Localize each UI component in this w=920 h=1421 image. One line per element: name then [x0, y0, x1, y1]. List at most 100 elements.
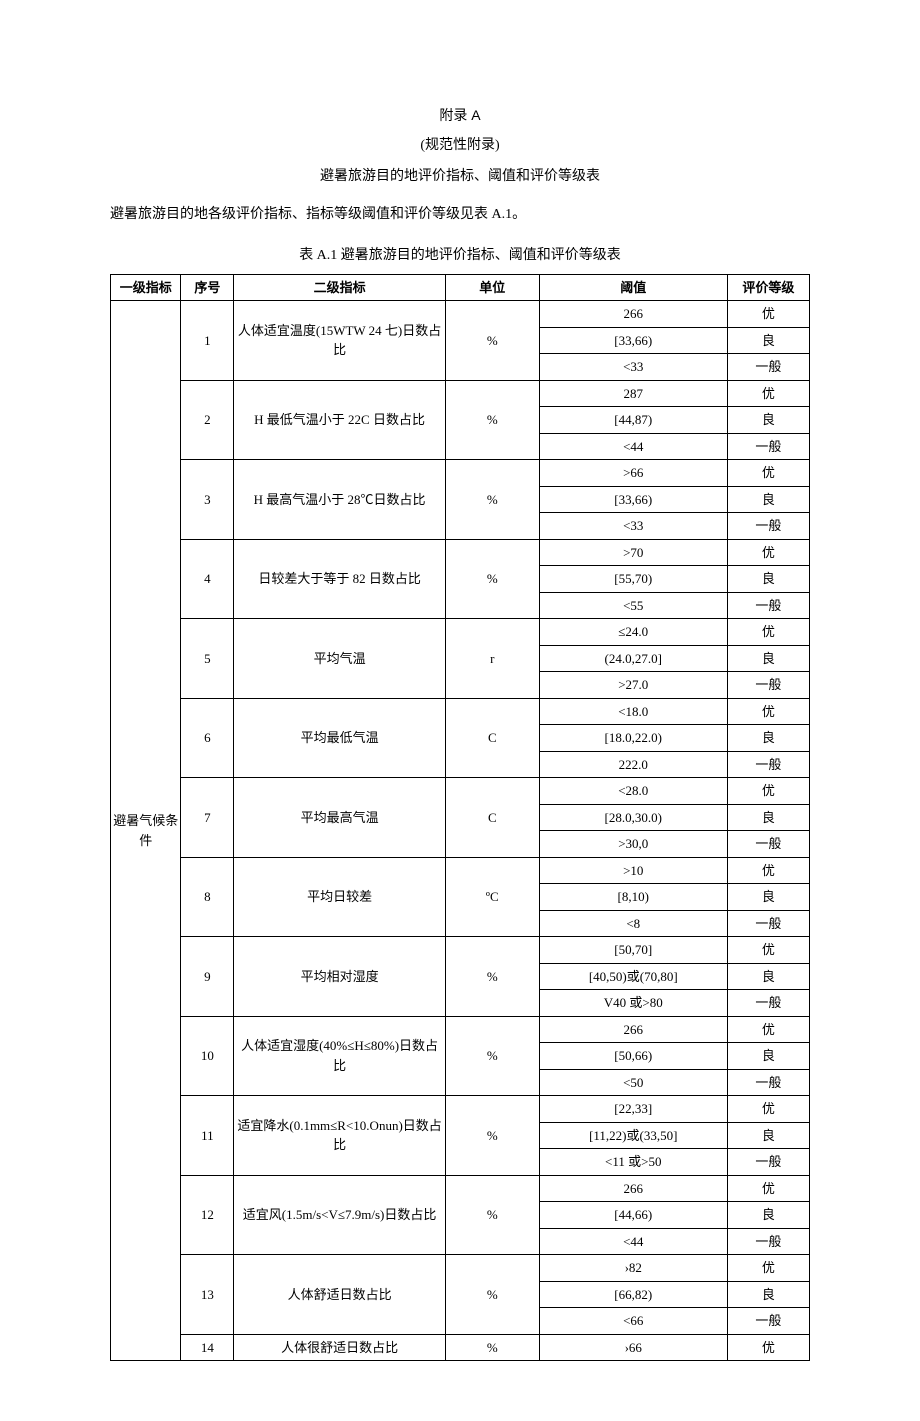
- indicator-cell: 适宜降水(0.1mm≤R<10.Onun)日数占比: [234, 1096, 445, 1176]
- threshold-cell: <55: [539, 592, 727, 619]
- threshold-cell: >10: [539, 857, 727, 884]
- grade-cell: 一般: [727, 751, 809, 778]
- no-cell: 9: [181, 937, 234, 1017]
- grade-cell: 良: [727, 725, 809, 752]
- grade-cell: 一般: [727, 910, 809, 937]
- intro-text: 避暑旅游目的地各级评价指标、指标等级阈值和评价等级见表 A.1。: [110, 202, 810, 227]
- threshold-cell: 266: [539, 1175, 727, 1202]
- threshold-cell: <18.0: [539, 698, 727, 725]
- grade-cell: 一般: [727, 1308, 809, 1335]
- unit-cell: %: [445, 937, 539, 1017]
- grade-cell: 优: [727, 778, 809, 805]
- threshold-cell: <33: [539, 513, 727, 540]
- grade-cell: 优: [727, 380, 809, 407]
- indicator-cell: 人体适宜湿度(40%≤H≤80%)日数占比: [234, 1016, 445, 1096]
- normative-label: (规范性附录): [110, 131, 810, 162]
- threshold-cell: ≤24.0: [539, 619, 727, 646]
- grade-cell: 良: [727, 1043, 809, 1070]
- grade-cell: 良: [727, 566, 809, 593]
- threshold-cell: 222.0: [539, 751, 727, 778]
- threshold-cell: [33,66): [539, 327, 727, 354]
- grade-cell: 一般: [727, 672, 809, 699]
- unit-cell: C: [445, 778, 539, 858]
- appendix-label: 附录 A: [110, 100, 810, 131]
- grade-cell: 优: [727, 857, 809, 884]
- unit-cell: %: [445, 380, 539, 460]
- grade-cell: 良: [727, 963, 809, 990]
- indicator-cell: 适宜风(1.5m/s<V≤7.9m/s)日数占比: [234, 1175, 445, 1255]
- table-row: 2H 最低气温小于 22C 日数占比%287优: [111, 380, 810, 407]
- threshold-cell: <11 或>50: [539, 1149, 727, 1176]
- threshold-cell: <28.0: [539, 778, 727, 805]
- table-row: 9平均相对湿度%[50,70]优: [111, 937, 810, 964]
- threshold-cell: [18.0,22.0): [539, 725, 727, 752]
- table-row: 6平均最低气温C<18.0优: [111, 698, 810, 725]
- threshold-cell: [50,66): [539, 1043, 727, 1070]
- threshold-cell: [44,87): [539, 407, 727, 434]
- unit-cell: %: [445, 460, 539, 540]
- threshold-cell: (24.0,27.0]: [539, 645, 727, 672]
- col-grade: 评价等级: [727, 274, 809, 301]
- indicator-cell: H 最高气温小于 28℃日数占比: [234, 460, 445, 540]
- threshold-cell: V40 或>80: [539, 990, 727, 1017]
- grade-cell: 良: [727, 1281, 809, 1308]
- grade-cell: 良: [727, 486, 809, 513]
- no-cell: 2: [181, 380, 234, 460]
- indicator-cell: 人体舒适日数占比: [234, 1255, 445, 1335]
- grade-cell: 优: [727, 619, 809, 646]
- indicator-cell: 平均日较差: [234, 857, 445, 937]
- grade-cell: 优: [727, 1016, 809, 1043]
- threshold-cell: [33,66): [539, 486, 727, 513]
- table-row: 3H 最高气温小于 28℃日数占比%>66优: [111, 460, 810, 487]
- grade-cell: 良: [727, 884, 809, 911]
- table-row: 13人体舒适日数占比%›82优: [111, 1255, 810, 1282]
- threshold-cell: [22,33]: [539, 1096, 727, 1123]
- no-cell: 5: [181, 619, 234, 699]
- threshold-cell: [28.0,30.0): [539, 804, 727, 831]
- grade-cell: 一般: [727, 1228, 809, 1255]
- unit-cell: C: [445, 698, 539, 778]
- grade-cell: 优: [727, 1175, 809, 1202]
- threshold-cell: [66,82): [539, 1281, 727, 1308]
- unit-cell: ºC: [445, 857, 539, 937]
- threshold-cell: >66: [539, 460, 727, 487]
- threshold-cell: [8,10): [539, 884, 727, 911]
- grade-cell: 一般: [727, 592, 809, 619]
- unit-cell: %: [445, 539, 539, 619]
- grade-cell: 良: [727, 407, 809, 434]
- grade-cell: 优: [727, 539, 809, 566]
- threshold-cell: >70: [539, 539, 727, 566]
- no-cell: 1: [181, 301, 234, 381]
- threshold-cell: [44,66): [539, 1202, 727, 1229]
- grade-cell: 良: [727, 327, 809, 354]
- grade-cell: 良: [727, 1122, 809, 1149]
- col-level1: 一级指标: [111, 274, 181, 301]
- unit-cell: %: [445, 1016, 539, 1096]
- grade-cell: 一般: [727, 831, 809, 858]
- table-row: 11适宜降水(0.1mm≤R<10.Onun)日数占比%[22,33]优: [111, 1096, 810, 1123]
- grade-cell: 优: [727, 1334, 809, 1361]
- unit-cell: %: [445, 301, 539, 381]
- page-title: 避暑旅游目的地评价指标、阈值和评价等级表: [110, 162, 810, 193]
- grade-cell: 优: [727, 301, 809, 328]
- grade-cell: 优: [727, 937, 809, 964]
- table-row: 10人体适宜湿度(40%≤H≤80%)日数占比%266优: [111, 1016, 810, 1043]
- threshold-cell: <50: [539, 1069, 727, 1096]
- no-cell: 13: [181, 1255, 234, 1335]
- grade-cell: 良: [727, 645, 809, 672]
- grade-cell: 一般: [727, 1149, 809, 1176]
- threshold-cell: [50,70]: [539, 937, 727, 964]
- threshold-cell: [40,50)或(70,80]: [539, 963, 727, 990]
- no-cell: 8: [181, 857, 234, 937]
- grade-cell: 一般: [727, 354, 809, 381]
- threshold-cell: <44: [539, 433, 727, 460]
- table-body: 避暑气候条件1人体适宜温度(15WTW 24 七)日数占比%266优[33,66…: [111, 301, 810, 1361]
- table-row: 12适宜风(1.5m/s<V≤7.9m/s)日数占比%266优: [111, 1175, 810, 1202]
- no-cell: 7: [181, 778, 234, 858]
- threshold-cell: >27.0: [539, 672, 727, 699]
- indicator-cell: H 最低气温小于 22C 日数占比: [234, 380, 445, 460]
- threshold-cell: <44: [539, 1228, 727, 1255]
- threshold-cell: ›82: [539, 1255, 727, 1282]
- indicator-cell: 平均最低气温: [234, 698, 445, 778]
- table-row: 4日较差大于等于 82 日数占比%>70优: [111, 539, 810, 566]
